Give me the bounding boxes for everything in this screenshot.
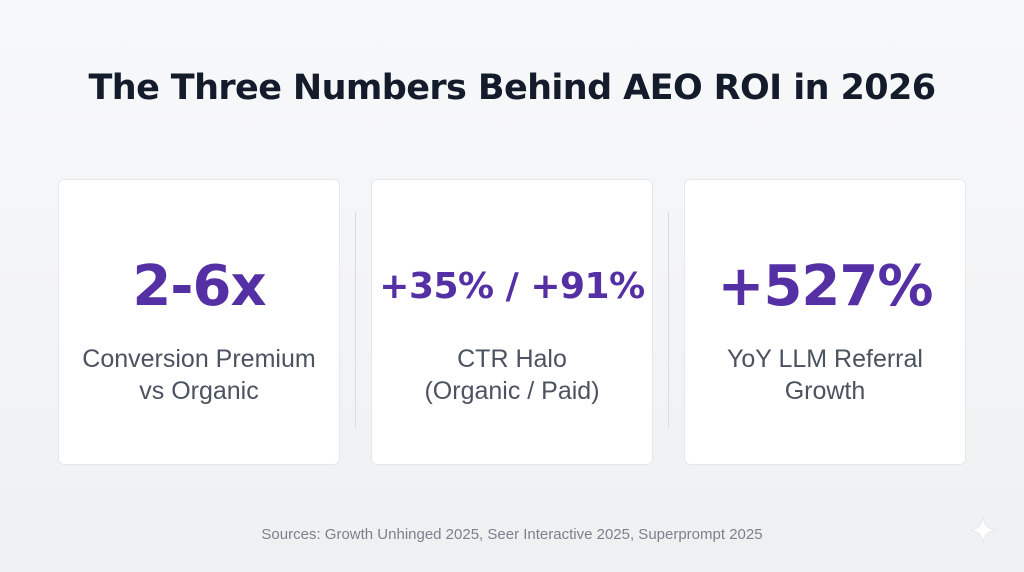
stat-label-line: (Organic / Paid) — [424, 377, 600, 405]
stat-label: Conversion Premium vs Organic — [59, 343, 339, 407]
card-divider — [355, 212, 356, 428]
stat-value: +527% — [717, 254, 934, 319]
stat-label: CTR Halo (Organic / Paid) — [372, 343, 652, 407]
stat-label: YoY LLM Referral Growth — [685, 343, 965, 407]
sources-footnote: Sources: Growth Unhinged 2025, Seer Inte… — [261, 526, 763, 543]
stat-label-line: Growth — [784, 377, 866, 405]
stat-label-line: CTR Halo — [457, 345, 567, 373]
sparkle-icon — [969, 516, 997, 544]
card-divider — [668, 212, 669, 428]
stat-label-line: YoY LLM Referral — [727, 345, 923, 373]
stat-label-line: vs Organic — [139, 377, 259, 405]
stat-value: 2-6x — [132, 254, 266, 319]
stat-value: +35% / +91% — [379, 266, 645, 307]
stat-card-ctr-halo: +35% / +91% CTR Halo (Organic / Paid) — [371, 179, 653, 465]
stat-card-llm-referral-growth: +527% YoY LLM Referral Growth — [684, 179, 966, 465]
stat-card-conversion-premium: 2-6x Conversion Premium vs Organic — [58, 179, 340, 465]
stat-label-line: Conversion Premium — [82, 345, 316, 373]
page-title: The Three Numbers Behind AEO ROI in 2026 — [88, 68, 936, 108]
